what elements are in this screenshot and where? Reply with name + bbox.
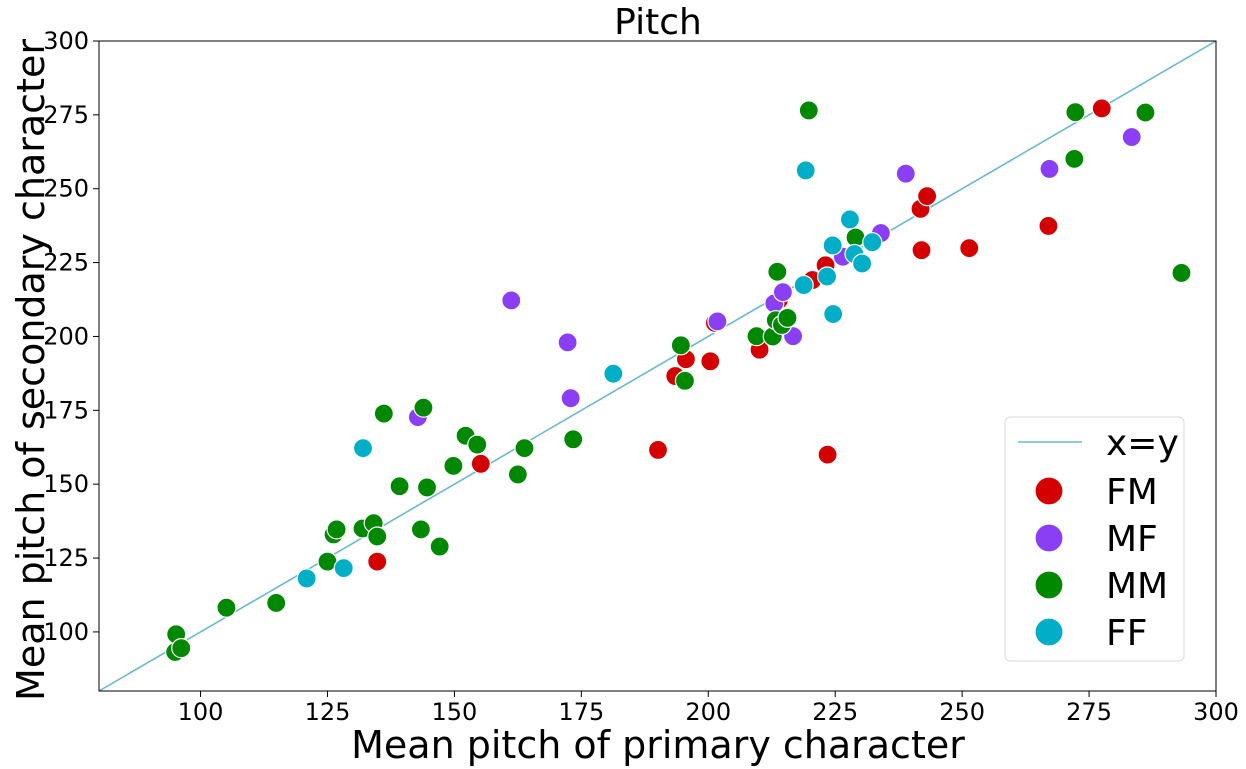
legend-marker	[1034, 476, 1064, 506]
data-point-fm	[470, 453, 491, 474]
series-fm	[367, 98, 1112, 572]
data-point-mm	[777, 307, 798, 328]
data-point-mm	[1171, 262, 1192, 284]
data-point-fm	[367, 551, 388, 572]
plot-area: 100 125 150 175 200 225 250 275 300 100 125 150 175 2…	[43, 27, 1239, 726]
data-point-mm	[429, 536, 450, 557]
plot-frame	[98, 40, 1217, 692]
data-point-mm	[1064, 148, 1085, 169]
series-mf	[407, 126, 1142, 428]
data-point-fm	[911, 240, 932, 261]
data-point-mm	[507, 464, 528, 485]
data-point-mm	[373, 403, 394, 424]
data-point-ff	[816, 266, 838, 287]
series-mm	[165, 100, 1192, 663]
data-point-mm	[767, 261, 788, 282]
x-tick-label: 275	[1066, 698, 1112, 726]
data-point-mm	[798, 100, 819, 121]
x-axis-label: Mean pitch of primary character	[351, 723, 965, 767]
reference-line	[99, 41, 1216, 691]
y-tick-label: 150	[43, 470, 89, 498]
data-point-ff	[603, 363, 624, 384]
data-point-mf	[772, 282, 794, 303]
data-point-ff	[352, 438, 374, 459]
data-point-ff	[795, 160, 816, 181]
y-tick-label: 175	[43, 396, 89, 424]
data-point-fm	[700, 351, 721, 372]
x-tick-label: 125	[305, 698, 351, 726]
data-point-mf	[895, 163, 916, 184]
y-axis-label: Mean pitch of secondary character	[9, 39, 53, 701]
legend-label: MF	[1106, 519, 1158, 560]
legend-marker	[1034, 617, 1064, 647]
data-point-ff	[839, 209, 861, 230]
data-point-ff	[823, 303, 844, 325]
data-point-ff	[852, 253, 873, 274]
data-point-fm	[817, 444, 838, 465]
data-point-mm	[674, 370, 696, 391]
data-point-mf	[501, 290, 522, 311]
chart-title: Pitch	[614, 2, 702, 43]
y-tick-label: 300	[43, 27, 89, 55]
data-point-mf	[560, 388, 581, 409]
data-point-ff	[333, 557, 354, 579]
data-point-mf	[557, 332, 578, 353]
legend-marker	[1034, 523, 1064, 553]
x-tick-label: 225	[812, 698, 858, 726]
data-point-mm	[443, 455, 464, 476]
legend-label: MM	[1106, 566, 1168, 607]
data-point-mf	[1039, 158, 1060, 180]
data-point-mm	[1135, 102, 1156, 123]
data-point-ff	[862, 232, 883, 253]
y-tick-label: 275	[43, 101, 89, 129]
legend: x=y FM MF MM FF	[1004, 416, 1185, 662]
data-point-ff	[793, 274, 814, 296]
x-tick-label: 100	[178, 698, 224, 726]
data-point-fm	[1038, 215, 1059, 237]
x-tick-label: 175	[558, 698, 604, 726]
data-point-mm	[410, 519, 431, 540]
data-point-mf	[707, 311, 728, 332]
x-tick-label: 300	[1193, 698, 1239, 726]
y-tick-label: 250	[43, 175, 89, 203]
y-tick-label: 100	[43, 618, 89, 646]
y-tick-label: 200	[43, 322, 89, 350]
data-point-mm	[216, 597, 237, 618]
series-ff	[296, 160, 883, 589]
data-point-mm	[1065, 102, 1086, 123]
data-point-mm	[326, 519, 347, 540]
data-point-fm	[1091, 98, 1112, 119]
data-point-mm	[413, 397, 434, 418]
legend-label: FM	[1106, 472, 1158, 513]
data-point-mm	[389, 476, 410, 497]
data-point-fm	[917, 186, 938, 207]
data-point-mm	[367, 526, 388, 547]
data-point-ff	[296, 568, 317, 589]
legend-marker	[1034, 570, 1064, 600]
data-point-mm	[171, 638, 192, 659]
data-point-fm	[647, 439, 669, 461]
legend-label: FF	[1106, 613, 1147, 654]
data-point-mm	[266, 592, 287, 614]
data-point-mm	[467, 434, 488, 455]
data-point-mm	[670, 335, 691, 356]
data-point-mm	[416, 477, 438, 498]
data-point-mf	[1121, 126, 1142, 148]
y-tick-label: 125	[43, 544, 89, 572]
data-point-fm	[959, 238, 980, 259]
data-point-mm	[563, 429, 584, 450]
data-point-mm	[514, 438, 535, 459]
legend-label: x=y	[1106, 423, 1179, 464]
x-tick-label: 200	[685, 698, 731, 726]
data-point-ff	[822, 235, 843, 256]
y-tick-label: 225	[43, 249, 89, 277]
x-tick-label: 250	[939, 698, 985, 726]
x-tick-label: 150	[432, 698, 478, 726]
